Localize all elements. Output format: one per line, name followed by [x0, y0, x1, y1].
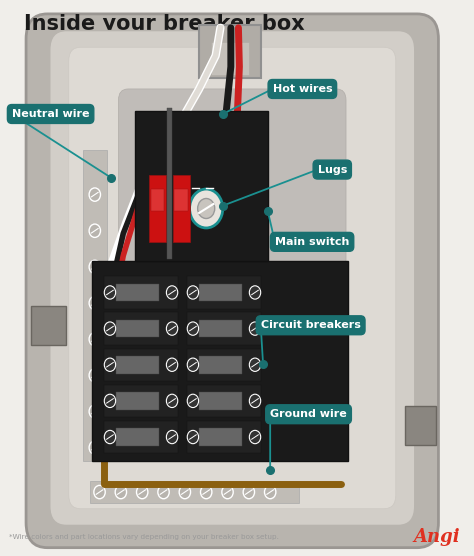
Bar [167, 108, 172, 259]
Circle shape [249, 358, 261, 371]
Circle shape [89, 224, 100, 237]
Circle shape [249, 286, 261, 299]
Bar [116, 320, 159, 337]
Circle shape [89, 296, 100, 310]
Text: Inside your breaker box: Inside your breaker box [24, 14, 304, 34]
Circle shape [104, 322, 116, 335]
Bar [104, 276, 178, 309]
Circle shape [104, 286, 116, 299]
Text: Hot wires: Hot wires [273, 84, 332, 94]
Bar [199, 392, 242, 410]
Circle shape [104, 358, 116, 371]
Text: Main switch: Main switch [275, 237, 349, 247]
Bar [199, 356, 242, 374]
Bar [173, 175, 190, 242]
Bar [405, 406, 436, 445]
Circle shape [115, 485, 127, 499]
Circle shape [89, 332, 100, 346]
Text: *Wire colors and part locations vary depending on your breaker box setup.: *Wire colors and part locations vary dep… [9, 534, 279, 539]
Bar [116, 356, 159, 374]
Bar [31, 306, 66, 345]
Bar [187, 181, 216, 195]
Bar [104, 421, 178, 453]
Text: Circuit breakers: Circuit breakers [261, 320, 361, 330]
Circle shape [89, 188, 100, 201]
Bar [187, 421, 261, 453]
Bar [104, 385, 178, 417]
Bar [116, 284, 159, 301]
Circle shape [89, 260, 100, 274]
Circle shape [249, 394, 261, 408]
Circle shape [187, 286, 199, 299]
Circle shape [166, 286, 178, 299]
Bar [187, 349, 261, 381]
Circle shape [166, 322, 178, 335]
Circle shape [166, 394, 178, 408]
Circle shape [187, 358, 199, 371]
FancyBboxPatch shape [50, 31, 415, 525]
Bar [135, 111, 268, 261]
Circle shape [187, 430, 199, 444]
Bar [187, 385, 261, 417]
Bar [104, 312, 178, 345]
Circle shape [264, 485, 276, 499]
Text: Ground wire: Ground wire [270, 409, 347, 419]
Text: Lugs: Lugs [318, 165, 347, 175]
Circle shape [158, 485, 169, 499]
FancyBboxPatch shape [69, 47, 396, 509]
Circle shape [190, 189, 223, 228]
Circle shape [104, 394, 116, 408]
Circle shape [187, 394, 199, 408]
Bar [151, 189, 164, 211]
Circle shape [249, 430, 261, 444]
Bar [199, 320, 242, 337]
Bar [83, 150, 107, 461]
Circle shape [166, 358, 178, 371]
Bar [199, 284, 242, 301]
Circle shape [137, 485, 148, 499]
Text: Angi: Angi [413, 528, 460, 545]
Circle shape [198, 198, 215, 219]
Bar [187, 276, 261, 309]
Circle shape [166, 430, 178, 444]
Circle shape [89, 441, 100, 454]
Text: Neutral wire: Neutral wire [12, 109, 90, 119]
Circle shape [249, 322, 261, 335]
Bar [90, 481, 299, 503]
Bar [199, 25, 261, 78]
Circle shape [104, 430, 116, 444]
Circle shape [94, 485, 105, 499]
Bar [116, 392, 159, 410]
FancyBboxPatch shape [26, 14, 438, 548]
Circle shape [201, 485, 212, 499]
Circle shape [89, 405, 100, 418]
Bar [92, 261, 348, 461]
Bar [116, 428, 159, 446]
Bar [174, 189, 188, 211]
Bar [211, 42, 249, 75]
Bar [187, 312, 261, 345]
Circle shape [243, 485, 255, 499]
Circle shape [187, 322, 199, 335]
Bar [149, 175, 166, 242]
Circle shape [222, 485, 233, 499]
FancyBboxPatch shape [118, 89, 346, 400]
Circle shape [179, 485, 191, 499]
Bar [199, 428, 242, 446]
Bar [104, 349, 178, 381]
Circle shape [89, 369, 100, 382]
